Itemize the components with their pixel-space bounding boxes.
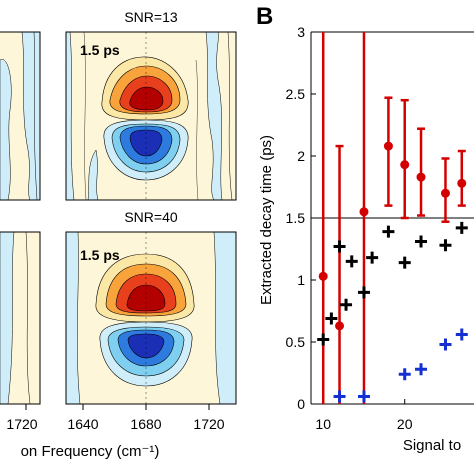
black-plus-marker — [398, 256, 411, 269]
black-plus-marker-stroke — [366, 251, 379, 264]
contour-panel-top — [66, 32, 236, 200]
black-plus-marker — [455, 221, 468, 234]
red-point — [440, 188, 450, 198]
contour-inset-label-top: 1.5 ps — [80, 42, 120, 58]
contour-title-top: SNR=13 — [124, 9, 178, 25]
black-plus-marker-stroke — [317, 333, 330, 346]
black-plus-marker-stroke — [345, 255, 358, 268]
blue-plus-marker-stroke — [333, 390, 346, 403]
black-plus-marker — [366, 251, 379, 264]
blue-plus-marker-stroke — [398, 368, 411, 381]
blue-plus-marker — [398, 368, 411, 381]
blue-plus-marker — [455, 328, 468, 341]
black-plus-marker-stroke — [340, 298, 353, 311]
y-tick-label: 2.5 — [286, 86, 306, 102]
contour-x-tick-1640: 1640 — [67, 416, 98, 432]
left-partial-panel-top — [0, 32, 40, 200]
black-plus-marker — [357, 286, 370, 299]
black-plus-marker-stroke — [455, 221, 468, 234]
black-plus-marker-stroke — [415, 235, 428, 248]
red-point — [400, 160, 410, 170]
black-plus-marker-stroke — [325, 312, 338, 325]
black-plus-marker-stroke — [398, 256, 411, 269]
panel-b-plot: 0 0.5 1 1.5 2 2.5 3 10 20 — [286, 24, 474, 432]
y-axis-label: Extracted decay time (ps) — [258, 135, 275, 305]
black-plus-marker-stroke — [439, 239, 452, 252]
blue-plus-marker — [439, 338, 452, 351]
y-tick-label: 0.5 — [286, 334, 306, 350]
contour-title-bottom: SNR=40 — [124, 209, 178, 225]
contour-x-axis-label: on Frequency (cm⁻¹) — [21, 443, 160, 460]
y-tick-label: 1.5 — [286, 210, 306, 226]
red-point — [457, 178, 467, 188]
black-plus-marker — [345, 255, 358, 268]
black-plus-marker — [333, 240, 346, 253]
contour-panel-top-frame — [65, 31, 237, 201]
blue-plus-marker-stroke — [455, 328, 468, 341]
red-point — [335, 321, 345, 331]
red-point — [359, 207, 369, 217]
x-axis-label: Signal to — [403, 437, 461, 454]
y-tick-label: 1 — [297, 272, 305, 288]
blue-plus-marker-stroke — [439, 338, 452, 351]
x-tick-label: 20 — [397, 416, 413, 432]
blue-plus-marker — [333, 390, 346, 403]
contour-x-tick-1720: 1720 — [193, 416, 224, 432]
contour-x-tick-1680: 1680 — [130, 416, 161, 432]
contour-panel-bottom — [66, 232, 236, 404]
contour-inset-label-bottom: 1.5 ps — [80, 247, 120, 263]
panel-b-letter: B — [256, 3, 273, 30]
left-partial-panel-bottom — [0, 232, 40, 404]
x-tick-label: 10 — [315, 416, 331, 432]
blue-plus-marker-stroke — [415, 363, 428, 376]
y-tick-label: 0 — [297, 396, 305, 412]
black-plus-marker — [439, 239, 452, 252]
black-plus-marker — [317, 333, 330, 346]
black-plus-marker — [325, 312, 338, 325]
left-panel-bottom-frame — [0, 231, 41, 405]
left-panel-top-frame — [0, 31, 41, 201]
black-plus-marker-stroke — [357, 286, 370, 299]
y-tick-label: 2 — [297, 148, 305, 164]
left-partial-tick-label: 1720 — [6, 416, 37, 432]
black-plus-marker — [340, 298, 353, 311]
red-point — [416, 172, 426, 182]
blue-plus-marker — [415, 363, 428, 376]
black-plus-marker — [382, 225, 395, 238]
red-point — [318, 271, 328, 281]
y-tick-label: 3 — [297, 24, 305, 40]
black-plus-marker-stroke — [382, 225, 395, 238]
red-point — [383, 141, 393, 151]
black-plus-marker — [415, 235, 428, 248]
contour-panel-bottom-frame — [65, 231, 237, 405]
black-plus-marker-stroke — [333, 240, 346, 253]
blue-plus-marker — [357, 390, 370, 403]
blue-plus-marker-stroke — [357, 390, 370, 403]
